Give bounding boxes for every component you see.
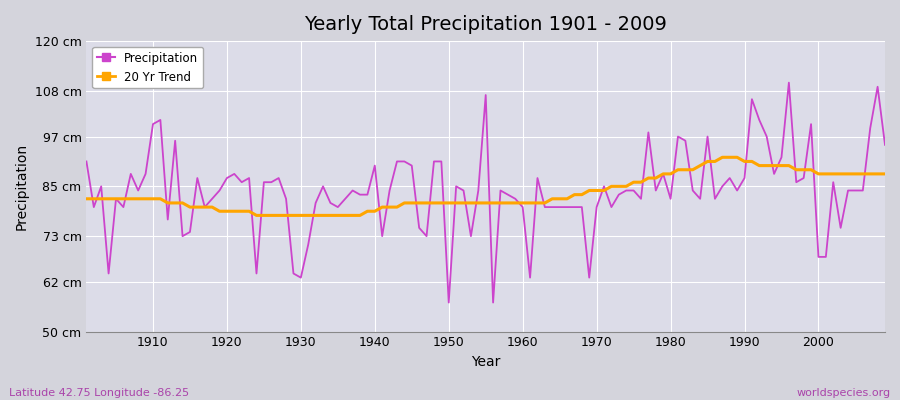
Text: worldspecies.org: worldspecies.org [796,388,891,398]
Text: Latitude 42.75 Longitude -86.25: Latitude 42.75 Longitude -86.25 [9,388,189,398]
Title: Yearly Total Precipitation 1901 - 2009: Yearly Total Precipitation 1901 - 2009 [304,15,667,34]
X-axis label: Year: Year [471,355,500,369]
Legend: Precipitation, 20 Yr Trend: Precipitation, 20 Yr Trend [93,47,203,88]
Y-axis label: Precipitation: Precipitation [15,143,29,230]
